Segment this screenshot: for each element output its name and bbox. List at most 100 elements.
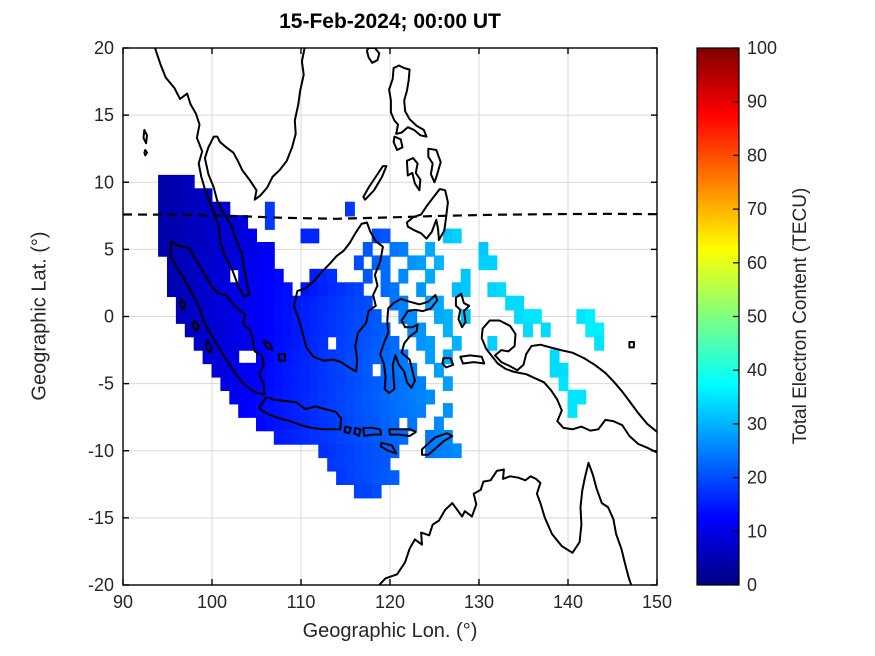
tec-cell xyxy=(238,228,249,244)
coastline-sumbawa xyxy=(362,426,383,437)
y-tick-label: 15 xyxy=(94,105,114,125)
tec-cell xyxy=(256,389,266,405)
x-tick-label: 90 xyxy=(113,592,133,612)
tec-cell xyxy=(220,215,231,230)
tec-cell xyxy=(371,483,382,499)
tec-cell xyxy=(389,470,400,485)
tec-cell xyxy=(193,282,204,298)
coastline-andaman-1 xyxy=(142,128,148,145)
tec-cell xyxy=(345,470,355,485)
tec-cell xyxy=(184,201,195,217)
tec-cell xyxy=(247,335,257,351)
tec-cell xyxy=(380,228,391,244)
colorbar-tick-label: 90 xyxy=(747,92,767,112)
tec-cell xyxy=(238,403,249,418)
tec-cell xyxy=(264,376,275,392)
coastline-buru xyxy=(441,357,455,369)
tec-cell xyxy=(273,322,284,338)
tec-cell xyxy=(220,335,231,351)
tec-cell xyxy=(345,282,355,298)
tec-cell xyxy=(380,389,391,405)
tec-cell xyxy=(416,403,427,418)
tec-cell xyxy=(291,376,302,392)
tec-cell xyxy=(371,349,382,365)
tec-cell xyxy=(229,309,240,324)
tec-cell xyxy=(193,322,204,338)
tec-cell xyxy=(362,403,373,418)
tec-cell xyxy=(434,255,444,271)
tec-cell xyxy=(247,389,257,405)
tec-cell xyxy=(273,389,284,405)
tec-cell xyxy=(229,255,240,271)
tec-cell xyxy=(300,429,311,445)
tec-cell xyxy=(282,282,293,298)
tec-cell xyxy=(282,429,293,445)
tec-cell xyxy=(247,403,257,418)
tec-cell xyxy=(442,443,453,459)
tec-cell xyxy=(389,403,400,418)
tec-cell xyxy=(434,443,444,459)
tec-cell xyxy=(380,268,391,284)
tec-cell xyxy=(220,295,231,311)
tec-cell xyxy=(300,282,311,298)
tec-cell xyxy=(273,282,284,298)
tec-cell xyxy=(336,349,346,365)
tec-cell xyxy=(353,362,364,378)
tec-cell xyxy=(353,322,364,338)
y-tick-label: 0 xyxy=(104,307,114,327)
tec-cell xyxy=(167,241,177,257)
tec-cell xyxy=(175,174,186,190)
tec-cell xyxy=(300,295,311,311)
tec-cell xyxy=(353,349,364,365)
coastline-andaman-2 xyxy=(143,149,148,157)
tec-cell xyxy=(167,201,177,217)
tec-cell xyxy=(309,268,320,284)
coastline-luzon xyxy=(388,64,428,138)
tec-cell xyxy=(247,309,257,324)
tec-cell xyxy=(442,309,453,324)
tec-cell xyxy=(220,241,231,257)
coastline-mindoro xyxy=(392,135,404,151)
x-tick-label: 130 xyxy=(464,592,494,612)
tec-cell xyxy=(309,389,320,405)
tec-cell xyxy=(362,241,373,257)
tec-cell xyxy=(371,255,382,271)
tec-cell xyxy=(407,309,418,324)
tec-cell xyxy=(380,470,391,485)
tec-cell xyxy=(371,389,382,405)
tec-cell xyxy=(318,362,329,378)
tec-cell xyxy=(256,241,266,257)
tec-cell xyxy=(273,429,284,445)
tec-cell xyxy=(264,362,275,378)
tec-cell xyxy=(380,255,391,271)
tec-cell xyxy=(264,255,275,271)
tec-cell xyxy=(273,416,284,432)
coastline-nias xyxy=(179,298,187,311)
tec-cell xyxy=(380,443,391,459)
tec-cell xyxy=(353,456,364,472)
x-tick-label: 140 xyxy=(553,592,583,612)
tec-cell xyxy=(371,456,382,472)
tec-cell xyxy=(202,349,213,365)
tec-cell xyxy=(256,282,266,298)
tec-cell xyxy=(256,322,266,338)
colorbar-tick-label: 100 xyxy=(747,38,777,58)
tec-cell xyxy=(247,228,257,244)
tec-cell xyxy=(300,309,311,324)
tec-cell xyxy=(425,443,435,459)
tec-cell xyxy=(318,416,329,432)
tec-cell xyxy=(282,362,293,378)
tec-cell xyxy=(425,349,435,365)
coastline-mindanao xyxy=(405,188,449,241)
tec-cell xyxy=(167,174,177,190)
tec-cell xyxy=(398,349,409,365)
tec-cell xyxy=(211,228,222,244)
tec-cell xyxy=(594,335,605,351)
tec-cell xyxy=(451,228,462,244)
coastline-lombok xyxy=(353,426,362,437)
tec-cell xyxy=(434,416,444,432)
tec-cell xyxy=(345,295,355,311)
tec-cell xyxy=(193,335,204,351)
tec-cell xyxy=(345,322,355,338)
